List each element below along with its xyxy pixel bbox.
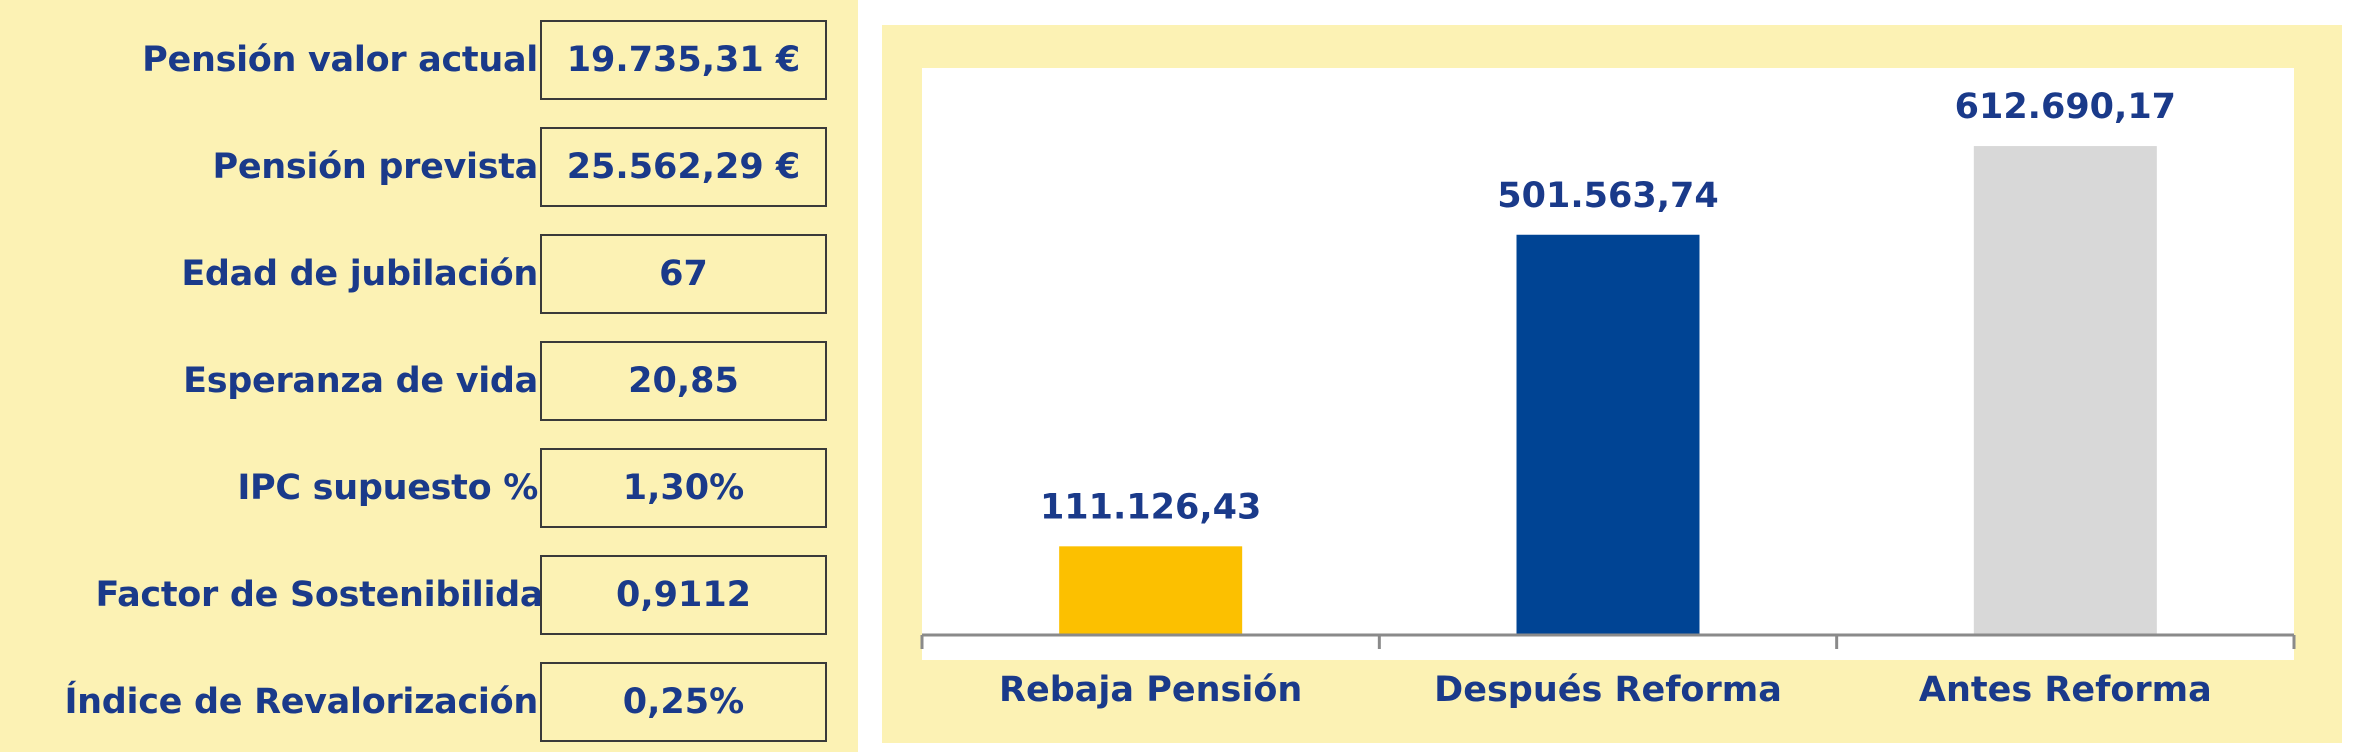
- param-row-ipc: IPC supuesto % 1,30%: [0, 448, 858, 528]
- param-value[interactable]: 0,25%: [540, 662, 827, 742]
- param-label: Pensión prevista: [212, 147, 538, 187]
- category-label-1: Después Reforma: [1434, 670, 1782, 710]
- chart-panel: 111.126,43 Rebaja Pensión 501.563,74 Despué…: [882, 25, 2342, 743]
- category-label-0: Rebaja Pensión: [999, 670, 1302, 710]
- data-label-1: 501.563,74: [1497, 176, 1718, 216]
- param-label: IPC supuesto %: [237, 468, 538, 508]
- param-label: Esperanza de vida: [183, 361, 538, 401]
- param-row-indice-revalorizacion: Índice de Revalorización 0,25%: [0, 662, 858, 742]
- data-label-0: 111.126,43: [1040, 487, 1261, 527]
- param-row-esperanza-vida: Esperanza de vida 20,85: [0, 341, 858, 421]
- category-label-2: Antes Reforma: [1919, 670, 2212, 710]
- param-row-factor-sostenibilidad: Factor de Sostenibilidad 0,9112: [0, 555, 858, 635]
- labels-layer: 111.126,43 Rebaja Pensión 501.563,74 Despué…: [999, 87, 2212, 710]
- param-label: Pensión valor actual: [142, 40, 538, 80]
- param-row-edad-jubilacion: Edad de jubilación 67: [0, 234, 858, 314]
- bar-1: [1516, 234, 1700, 635]
- param-label: Factor de Sostenibilidad: [95, 575, 569, 615]
- bar-chart: 111.126,43 Rebaja Pensión 501.563,74 Despué…: [920, 68, 2296, 710]
- data-label-2: 612.690,17: [1955, 87, 2176, 127]
- bar-0: [1059, 546, 1243, 635]
- param-label: Índice de Revalorización: [64, 682, 538, 722]
- param-row-pension-actual: Pensión valor actual 19.735,31 €: [0, 20, 858, 100]
- bar-2: [1973, 146, 2157, 635]
- param-value[interactable]: 25.562,29 €: [540, 127, 827, 207]
- parameters-panel: Pensión valor actual 19.735,31 € Pensión…: [0, 0, 858, 752]
- bars-layer: [1059, 146, 2157, 635]
- param-label: Edad de jubilación: [181, 254, 538, 294]
- param-value[interactable]: 0,9112: [540, 555, 827, 635]
- param-value[interactable]: 67: [540, 234, 827, 314]
- param-value[interactable]: 19.735,31 €: [540, 20, 827, 100]
- param-value[interactable]: 20,85: [540, 341, 827, 421]
- param-row-pension-prevista: Pensión prevista 25.562,29 €: [0, 127, 858, 207]
- x-axis: [920, 633, 2296, 649]
- param-value[interactable]: 1,30%: [540, 448, 827, 528]
